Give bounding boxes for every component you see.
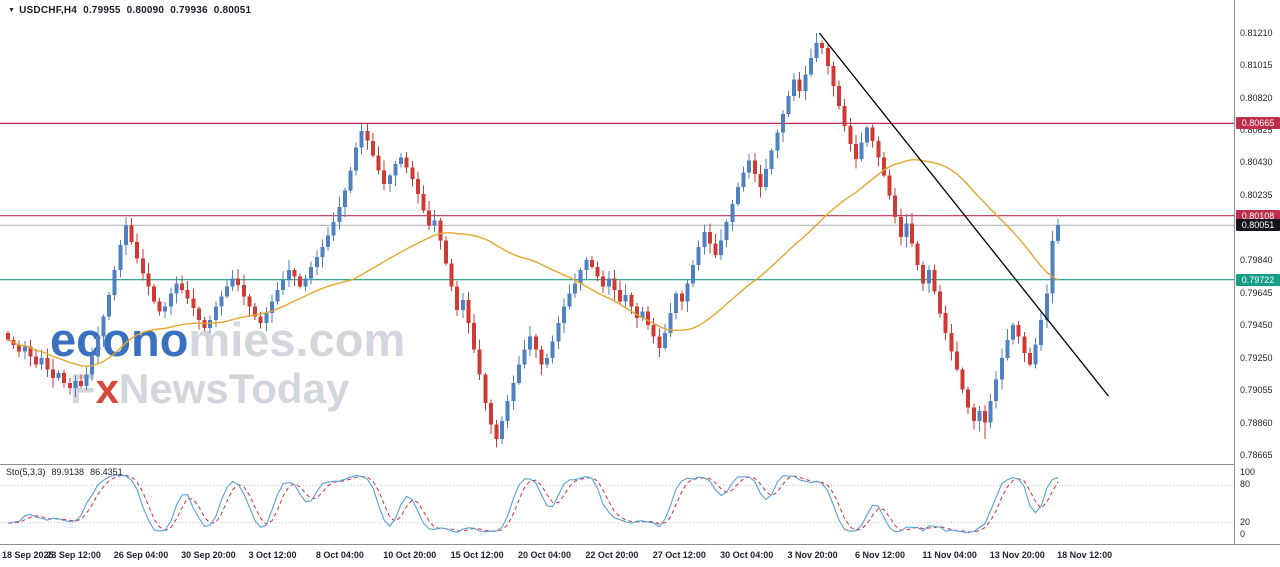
quote-high: 0.80090 — [126, 5, 165, 16]
quote-close: 0.80051 — [213, 5, 252, 16]
stoch-level-label: 0 — [1240, 529, 1246, 539]
date-label: 20 Oct 04:00 — [518, 550, 572, 560]
date-label: 27 Oct 12:00 — [652, 550, 706, 560]
price-badge: 0.80665 — [1236, 117, 1280, 130]
price-tick-label: 0.80235 — [1240, 189, 1273, 200]
price-tick-label: 0.79450 — [1240, 319, 1273, 330]
watermark-news-rest: NewsToday — [119, 365, 350, 412]
quote-low: 0.79936 — [170, 5, 208, 16]
price-axis[interactable]: 0.81210 0.81015 0.80820 0.80625 0.80430 0.802… — [1234, 0, 1280, 544]
price-tick-label: 0.79840 — [1240, 255, 1273, 266]
stochastic-legend: Sto(5,3,3) 89.9138 86.4351 — [6, 467, 129, 477]
watermark: economies.com FxNewsToday — [50, 316, 405, 410]
price-tick-label: 0.81210 — [1240, 28, 1273, 38]
date-label: 18 Nov 12:00 — [1057, 550, 1113, 560]
date-label: 23 Sep 12:00 — [46, 550, 101, 560]
price-tick-label: 0.79055 — [1240, 385, 1273, 396]
price-tick-label: 0.79645 — [1240, 287, 1273, 298]
price-tick-label: 0.81015 — [1240, 60, 1273, 71]
date-label: 15 Oct 12:00 — [450, 550, 504, 560]
date-label: 13 Nov 20:00 — [989, 550, 1045, 560]
date-label: 8 Oct 04:00 — [315, 550, 364, 560]
stochastic-name: Sto(5,3,3) — [6, 467, 46, 477]
watermark-brand-gray: mies.com — [188, 313, 406, 366]
stochastic-main-value: 89.9138 — [51, 467, 85, 477]
quote-header: ▼ USDCHF,H4 0.79955 0.80090 0.79936 0.80051 — [8, 5, 257, 16]
price-chart-svg — [0, 32, 1234, 448]
stoch-level-label: 80 — [1240, 479, 1251, 490]
price-tick-label: 0.78860 — [1240, 417, 1273, 428]
price-tick-label: 0.79250 — [1240, 352, 1273, 363]
price-badge: 0.80108 — [1236, 209, 1280, 222]
date-label: 11 Nov 04:00 — [922, 550, 977, 560]
stochastic-pane[interactable]: Sto(5,3,3) 89.9138 86.4351 — [0, 464, 1234, 544]
date-label: 6 Nov 12:00 — [854, 550, 905, 560]
price-tick-label: 0.78665 — [1240, 450, 1273, 460]
stochastic-signal-value: 86.4351 — [90, 467, 123, 477]
date-label: 22 Oct 20:00 — [585, 550, 639, 560]
stoch-level-label: 20 — [1240, 516, 1251, 527]
price-tick-label: 0.80820 — [1240, 92, 1273, 103]
price-badge: 0.79722 — [1236, 273, 1280, 286]
date-label: 26 Sep 04:00 — [113, 550, 169, 560]
stochastic-svg — [0, 474, 1234, 534]
watermark-brand-blue: econo — [50, 313, 189, 366]
date-label: 3 Oct 12:00 — [248, 550, 297, 560]
price-tick-label: 0.80625 — [1240, 125, 1273, 135]
watermark-news-x: x — [95, 365, 120, 412]
time-axis[interactable]: 18 Sep 2025 23 Sep 12:00 26 Sep 04:00 30 Se… — [0, 544, 1280, 567]
price-tick-label: 0.80430 — [1240, 157, 1273, 168]
price-chart-pane[interactable] — [0, 0, 1234, 463]
symbol-label: USDCHF,H4 — [19, 5, 78, 16]
date-label: 18 Sep 2025 — [2, 550, 54, 560]
price-badge: 0.80051 — [1236, 219, 1280, 232]
quote-open: 0.79955 — [83, 5, 121, 16]
date-label: 30 Sep 20:00 — [181, 550, 236, 560]
watermark-brand: economies.com — [50, 316, 405, 363]
stoch-level-label: 100 — [1240, 467, 1256, 477]
date-label: 30 Oct 04:00 — [720, 550, 774, 560]
date-label: 3 Nov 20:00 — [787, 550, 838, 560]
symbol-dropdown-icon: ▼ — [8, 7, 16, 14]
watermark-newsline: FxNewsToday — [50, 368, 405, 410]
date-label: 10 Oct 20:00 — [383, 550, 437, 560]
